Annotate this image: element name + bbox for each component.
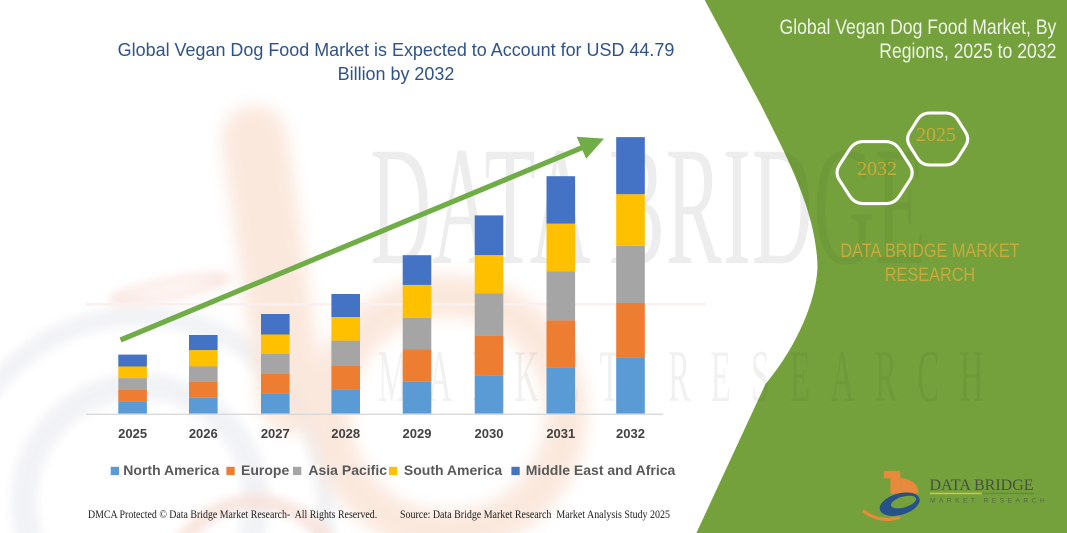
svg-text:MARKET RESEARCH: MARKET RESEARCH xyxy=(930,497,1048,504)
svg-text:DATA BRIDGE: DATA BRIDGE xyxy=(930,477,1034,494)
svg-text:MARKET RESEARCH: MARKET RESEARCH xyxy=(378,337,1004,418)
